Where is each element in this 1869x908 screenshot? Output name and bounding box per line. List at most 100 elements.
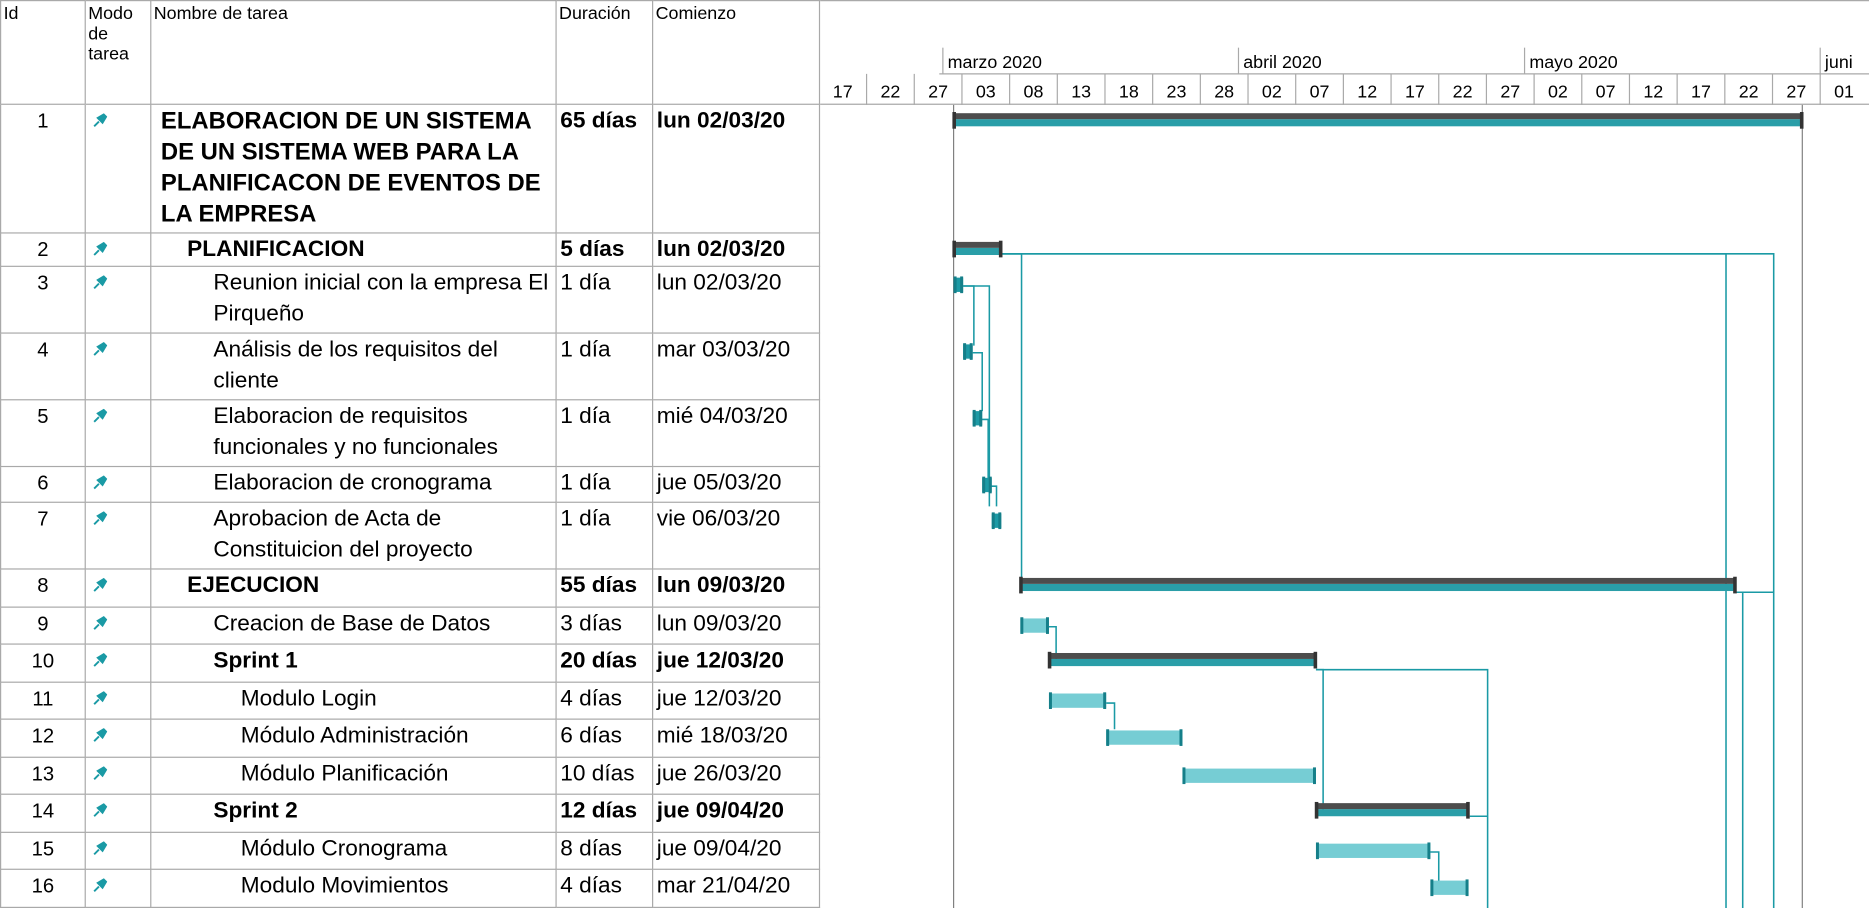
task-cap bbox=[1312, 767, 1316, 785]
day-label: 27 bbox=[928, 82, 948, 102]
task-mode bbox=[85, 644, 152, 683]
task-cap bbox=[963, 343, 967, 360]
summary-cap bbox=[1314, 801, 1319, 819]
pin bbox=[93, 691, 108, 705]
task-id: 15 bbox=[0, 832, 86, 870]
summary-cap bbox=[952, 112, 956, 129]
task-mode-icon bbox=[93, 474, 108, 490]
pin bbox=[93, 241, 108, 256]
task-name: EJECUCION bbox=[151, 569, 557, 608]
pin bbox=[93, 577, 108, 592]
task-mode bbox=[85, 682, 152, 720]
task-start: jue 12/03/20 bbox=[653, 682, 821, 720]
task-cap bbox=[1465, 879, 1469, 897]
task-id: 12 bbox=[0, 719, 86, 758]
pin bbox=[93, 511, 108, 525]
task-start: mié 18/03/20 bbox=[653, 719, 821, 758]
task-name: Sprint 1 bbox=[151, 644, 557, 683]
task-id: 1 bbox=[0, 104, 86, 234]
task-bar bbox=[1106, 730, 1183, 745]
task-cap bbox=[1430, 879, 1434, 897]
task-id: 8 bbox=[0, 569, 86, 608]
task-bar bbox=[1048, 693, 1107, 708]
summary-bar bbox=[953, 247, 1002, 256]
task-mode-icon bbox=[93, 802, 108, 817]
task-bar bbox=[1430, 880, 1469, 895]
task-mode-icon bbox=[93, 274, 108, 290]
task-name: Análisis de los requisitos del cliente bbox=[151, 333, 557, 401]
task-cap bbox=[1045, 617, 1049, 634]
task-start: lun 09/03/20 bbox=[653, 569, 821, 608]
task-bar bbox=[1020, 618, 1049, 633]
day-label: 01 bbox=[1834, 82, 1854, 102]
task-id: 7 bbox=[0, 502, 86, 570]
task-start: jue 09/04/20 bbox=[653, 794, 821, 833]
task-start: jue 26/03/20 bbox=[653, 757, 821, 795]
task-start: jue 05/03/20 bbox=[653, 467, 821, 503]
task-cap bbox=[969, 343, 973, 360]
task-cap bbox=[1048, 692, 1052, 710]
summary-cap bbox=[1733, 576, 1737, 594]
task-mode-icon bbox=[93, 408, 108, 423]
task-name: Elaboracion de cronograma bbox=[151, 467, 557, 503]
task-bar bbox=[1315, 843, 1431, 858]
day-label: 28 bbox=[1214, 82, 1234, 102]
task-mode bbox=[85, 569, 152, 608]
summary-cap bbox=[998, 240, 1003, 258]
task-cap bbox=[988, 476, 992, 494]
dependency-line bbox=[963, 285, 975, 346]
task-duration: 6 días bbox=[556, 719, 654, 758]
day-label: 27 bbox=[1500, 82, 1520, 102]
day-label: 07 bbox=[1310, 82, 1330, 102]
summary-cap bbox=[1799, 112, 1804, 129]
task-start: mar 21/04/20 bbox=[653, 869, 821, 908]
pin bbox=[93, 878, 108, 892]
summary-bar-top bbox=[1048, 652, 1316, 659]
day-label: 17 bbox=[1405, 82, 1425, 102]
dependency-line bbox=[963, 285, 991, 507]
task-id: 10 bbox=[0, 644, 86, 683]
task-bar bbox=[991, 513, 1002, 528]
dependency-line bbox=[1315, 668, 1324, 811]
task-id: 11 bbox=[0, 682, 86, 720]
task-duration: 1 día bbox=[556, 400, 654, 468]
task-start: vie 06/03/20 bbox=[653, 502, 821, 570]
task-cap bbox=[972, 409, 976, 427]
day-label: 03 bbox=[976, 82, 996, 102]
column-header: Duración bbox=[556, 0, 654, 105]
task-duration: 1 día bbox=[556, 266, 654, 334]
task-cap bbox=[1106, 729, 1110, 746]
task-start: jue 12/03/20 bbox=[653, 644, 821, 683]
task-duration: 5 días bbox=[556, 233, 654, 267]
summary-bar-top bbox=[1315, 803, 1469, 810]
pin bbox=[93, 728, 108, 742]
task-name: Módulo Cronograma bbox=[151, 832, 557, 870]
task-duration: 55 días bbox=[556, 569, 654, 608]
pin bbox=[93, 841, 108, 856]
day-label: 23 bbox=[1167, 82, 1187, 102]
task-cap bbox=[1179, 729, 1183, 746]
task-mode bbox=[85, 333, 152, 401]
task-cap bbox=[1020, 617, 1024, 634]
task-mode-icon bbox=[93, 727, 108, 742]
task-duration: 1 día bbox=[556, 502, 654, 570]
pin bbox=[93, 113, 108, 127]
summary-bar bbox=[1020, 583, 1736, 592]
task-mode-icon bbox=[93, 690, 108, 705]
task-cap bbox=[979, 409, 983, 427]
summary-bar bbox=[1048, 658, 1316, 667]
day-label: 17 bbox=[1691, 82, 1711, 102]
task-mode-icon bbox=[93, 615, 108, 630]
dependency-line bbox=[1047, 626, 1057, 662]
pin bbox=[93, 803, 108, 817]
task-id: 3 bbox=[0, 266, 86, 334]
summary-cap bbox=[1019, 576, 1023, 594]
task-name: Reunion inicial con la empresa El Pirque… bbox=[151, 266, 557, 334]
task-mode-icon bbox=[93, 577, 108, 592]
day-label: 12 bbox=[1357, 82, 1377, 102]
pin bbox=[93, 408, 108, 423]
task-mode bbox=[85, 607, 152, 645]
task-duration: 12 días bbox=[556, 794, 654, 833]
task-name: Módulo Planificación bbox=[151, 757, 557, 795]
month-label: mayo 2020 bbox=[1529, 52, 1617, 72]
